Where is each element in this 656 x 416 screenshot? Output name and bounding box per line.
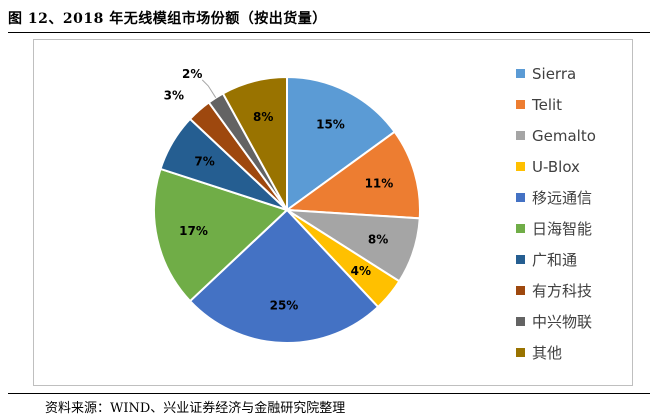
legend-swatch bbox=[516, 348, 525, 357]
data-label: 2% bbox=[182, 67, 202, 81]
legend-label: 其他 bbox=[532, 344, 563, 362]
bottom-rule bbox=[8, 393, 650, 394]
pie-slice-sierra bbox=[286, 75, 396, 212]
legend-label: 广和通 bbox=[532, 251, 578, 269]
legend-label: 中兴物联 bbox=[532, 313, 593, 331]
chart-legend: Sierra Telit Gemalto U-Blox 移远通信日海智能广和通有方科技中… bbox=[516, 58, 596, 368]
data-label: 11% bbox=[365, 176, 394, 190]
data-label: 25% bbox=[270, 299, 299, 313]
pie-slice-s9 bbox=[221, 75, 288, 211]
legend-item: 其他 bbox=[516, 337, 596, 368]
legend-swatch bbox=[516, 255, 525, 264]
legend-item: Gemalto bbox=[516, 120, 596, 151]
top-rule bbox=[8, 32, 650, 33]
data-label: 8% bbox=[253, 110, 273, 124]
legend-label: U-Blox bbox=[532, 157, 580, 176]
legend-label: 日海智能 bbox=[532, 220, 593, 238]
data-label: 8% bbox=[368, 233, 388, 247]
data-label: 4% bbox=[351, 264, 371, 278]
legend-label: Gemalto bbox=[532, 126, 596, 145]
legend-swatch bbox=[516, 193, 525, 202]
leader-line bbox=[201, 79, 217, 98]
legend-swatch bbox=[516, 162, 525, 171]
source-note: 资料来源：WIND、兴业证券经济与金融研究院整理 bbox=[45, 401, 346, 416]
data-label: 7% bbox=[194, 154, 214, 168]
legend-label: Telit bbox=[532, 95, 563, 114]
legend-item: Sierra bbox=[516, 58, 596, 89]
legend-item: 中兴物联 bbox=[516, 306, 596, 337]
data-label: 3% bbox=[164, 89, 184, 103]
legend-swatch bbox=[516, 286, 525, 295]
legend-item: 移远通信 bbox=[516, 182, 596, 213]
legend-label: 移远通信 bbox=[532, 189, 593, 207]
data-label: 17% bbox=[179, 224, 208, 238]
pie-slice-s5 bbox=[153, 167, 289, 303]
legend-item: 有方科技 bbox=[516, 275, 596, 306]
figure-title: 图 12、2018 年无线模组市场份额（按出货量） bbox=[8, 11, 327, 27]
legend-swatch bbox=[516, 131, 525, 140]
pie-slice-telit bbox=[284, 130, 421, 220]
legend-item: Telit bbox=[516, 89, 596, 120]
legend-swatch bbox=[516, 100, 525, 109]
legend-label: 有方科技 bbox=[532, 282, 593, 300]
legend-item: 日海智能 bbox=[516, 213, 596, 244]
legend-swatch bbox=[516, 224, 525, 233]
legend-item: 广和通 bbox=[516, 244, 596, 275]
legend-label: Sierra bbox=[532, 64, 577, 83]
legend-item: U-Blox bbox=[516, 151, 596, 182]
legend-swatch bbox=[516, 317, 525, 326]
legend-swatch bbox=[516, 69, 525, 78]
data-label: 15% bbox=[316, 118, 345, 132]
pie-slice-s4 bbox=[188, 208, 380, 344]
